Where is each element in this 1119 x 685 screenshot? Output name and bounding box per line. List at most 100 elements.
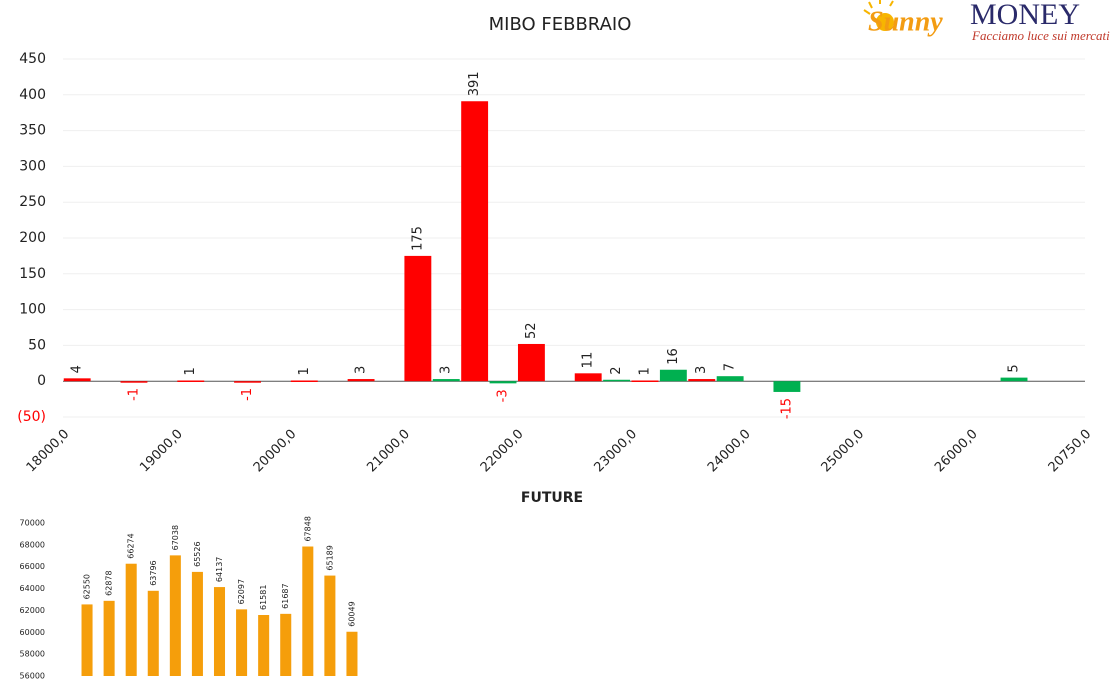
bar (63, 378, 91, 382)
bar (432, 379, 460, 382)
bar (324, 575, 336, 676)
bar (213, 587, 226, 676)
bar (81, 604, 93, 676)
y-tick-label: 400 (19, 87, 46, 103)
data-label: 62878 (105, 570, 114, 595)
data-label: 67848 (303, 516, 312, 541)
data-label: 175 (410, 226, 425, 251)
bar (103, 600, 115, 676)
bar (120, 381, 148, 383)
bar (461, 101, 489, 382)
y-tick-label: 300 (19, 158, 46, 174)
y-tick-label: 100 (19, 302, 46, 318)
x-tick-label: 18000,0 (24, 427, 73, 476)
data-label: 64137 (215, 557, 224, 582)
data-label: 61581 (259, 585, 268, 610)
y-tick-label: 66000 (20, 562, 45, 571)
bar (716, 376, 744, 382)
data-label: 52 (524, 322, 539, 339)
data-label: 62550 (83, 574, 92, 599)
data-label: 11 (581, 352, 596, 369)
data-label: 62097 (237, 579, 246, 604)
bar (574, 373, 602, 382)
data-label: -1 (126, 388, 141, 401)
bar (147, 590, 159, 676)
y-tick-label: 250 (19, 194, 46, 210)
x-tick-label: 19000,0 (137, 427, 186, 476)
data-label: -15 (779, 398, 794, 419)
bar (125, 563, 137, 676)
data-label: 63796 (149, 560, 158, 585)
bar (404, 255, 432, 382)
bar (603, 379, 631, 382)
data-label: 67038 (171, 525, 180, 550)
x-tick-label: 25000,0 (819, 427, 868, 476)
y-tick-label: 62000 (20, 606, 45, 615)
data-label: 3 (694, 366, 709, 374)
y-tick-label: 50 (28, 337, 46, 353)
data-label: 2 (609, 366, 624, 374)
logo-brand: Sunny (868, 6, 943, 37)
x-tick-label: 26000,0 (932, 427, 981, 476)
bar (191, 571, 203, 676)
bar (688, 379, 716, 382)
data-label: 391 (467, 71, 482, 96)
logo-tagline: Facciamo luce sui mercati (971, 28, 1110, 43)
bar (1000, 377, 1028, 382)
bar (290, 380, 318, 382)
y-tick-label: 150 (19, 266, 46, 282)
logo-sun (876, 13, 894, 31)
bar (234, 381, 261, 383)
bar (517, 343, 545, 382)
bar (346, 631, 358, 676)
bar (659, 369, 687, 382)
y-tick-label: 58000 (20, 650, 45, 659)
data-label: 65189 (325, 545, 334, 570)
chart-title: MIBO FEBBRAIO (489, 14, 632, 35)
data-label: -3 (496, 389, 511, 402)
data-label: 16 (666, 348, 681, 365)
y-tick-label: (50) (17, 409, 46, 425)
y-tick-label: 450 (19, 51, 46, 67)
data-label: 1 (297, 367, 312, 375)
x-tick-label: 24000,0 (705, 427, 754, 476)
bar (773, 381, 801, 392)
y-tick-label: 60000 (20, 628, 45, 637)
data-label: 3 (354, 366, 369, 374)
logo-name: MONEY (970, 0, 1080, 31)
y-tick-label: 200 (19, 230, 46, 246)
x-tick-label: 21000,0 (364, 427, 413, 476)
bar (258, 615, 270, 676)
data-label: 65526 (193, 541, 202, 566)
data-label: 3 (439, 366, 454, 374)
bar (280, 613, 292, 676)
y-tick-label: 70000 (20, 519, 45, 528)
y-tick-label: 0 (37, 373, 46, 389)
bar (489, 381, 517, 384)
data-label: 60049 (347, 601, 356, 626)
x-tick-label: 20000,0 (251, 427, 300, 476)
bar (631, 380, 659, 382)
x-axis-label: FUTURE (521, 490, 583, 506)
y-tick-label: 56000 (20, 672, 45, 681)
bar (302, 546, 314, 676)
logo-rays (863, 0, 894, 15)
data-label: 61687 (281, 583, 290, 608)
bar (236, 609, 248, 676)
data-label: 1 (637, 367, 652, 375)
data-label: -1 (240, 388, 255, 401)
x-tick-label: 23000,0 (591, 427, 640, 476)
bar (169, 555, 181, 676)
y-tick-label: 64000 (20, 584, 45, 593)
y-tick-label: 350 (19, 123, 46, 139)
x-tick-label: 22000,0 (478, 427, 527, 476)
bar (347, 379, 375, 382)
data-label: 66274 (127, 533, 136, 558)
data-label: 5 (1007, 364, 1022, 372)
logo: Sunny MONEY Facciamo luce sui mercati (863, 0, 1110, 43)
bar (177, 380, 205, 382)
x-tick-label: 20750,0 (1046, 427, 1095, 476)
data-label: 7 (723, 363, 738, 371)
data-label: 1 (183, 367, 198, 375)
